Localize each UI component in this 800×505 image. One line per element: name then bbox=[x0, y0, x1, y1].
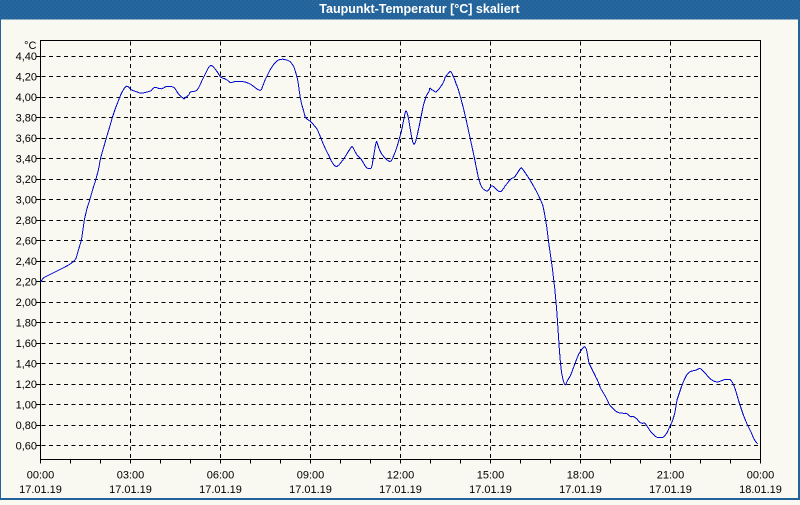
svg-text:3,40: 3,40 bbox=[16, 154, 37, 166]
svg-text:1,60: 1,60 bbox=[16, 338, 37, 350]
svg-text:2,80: 2,80 bbox=[16, 215, 37, 227]
svg-text:17.01.19: 17.01.19 bbox=[649, 484, 692, 496]
svg-text:1,00: 1,00 bbox=[16, 400, 37, 412]
svg-text:06:00: 06:00 bbox=[207, 470, 235, 482]
svg-text:°C: °C bbox=[24, 40, 36, 52]
svg-text:17.01.19: 17.01.19 bbox=[469, 484, 512, 496]
svg-text:17.01.19: 17.01.19 bbox=[109, 484, 152, 496]
svg-text:2,40: 2,40 bbox=[16, 256, 37, 268]
svg-text:0,80: 0,80 bbox=[16, 420, 37, 432]
svg-text:2,20: 2,20 bbox=[16, 277, 37, 289]
svg-text:18:00: 18:00 bbox=[567, 470, 595, 482]
svg-text:21:00: 21:00 bbox=[657, 470, 685, 482]
svg-text:03:00: 03:00 bbox=[117, 470, 145, 482]
svg-text:17.01.19: 17.01.19 bbox=[19, 484, 62, 496]
svg-text:Taupunkt-Temperatur [°C] skali: Taupunkt-Temperatur [°C] skaliert bbox=[319, 2, 520, 16]
svg-text:3,60: 3,60 bbox=[16, 133, 37, 145]
svg-text:17.01.19: 17.01.19 bbox=[559, 484, 602, 496]
svg-text:4,00: 4,00 bbox=[16, 92, 37, 104]
svg-text:1,20: 1,20 bbox=[16, 379, 37, 391]
svg-text:3,20: 3,20 bbox=[16, 174, 37, 186]
svg-text:00:00: 00:00 bbox=[27, 470, 55, 482]
svg-text:2,60: 2,60 bbox=[16, 236, 37, 248]
svg-text:17.01.19: 17.01.19 bbox=[379, 484, 422, 496]
svg-text:1,80: 1,80 bbox=[16, 318, 37, 330]
svg-text:12:00: 12:00 bbox=[387, 470, 415, 482]
svg-text:17.01.19: 17.01.19 bbox=[199, 484, 242, 496]
svg-text:2,00: 2,00 bbox=[16, 297, 37, 309]
svg-text:3,00: 3,00 bbox=[16, 195, 37, 207]
svg-text:3,80: 3,80 bbox=[16, 113, 37, 125]
svg-text:0,60: 0,60 bbox=[16, 441, 37, 453]
svg-text:4,40: 4,40 bbox=[16, 51, 37, 63]
svg-text:15:00: 15:00 bbox=[477, 470, 505, 482]
svg-text:18.01.19: 18.01.19 bbox=[739, 484, 782, 496]
svg-text:09:00: 09:00 bbox=[297, 470, 325, 482]
svg-text:4,20: 4,20 bbox=[16, 72, 37, 84]
svg-text:17.01.19: 17.01.19 bbox=[289, 484, 332, 496]
svg-text:00:00: 00:00 bbox=[747, 470, 775, 482]
svg-text:1,40: 1,40 bbox=[16, 359, 37, 371]
